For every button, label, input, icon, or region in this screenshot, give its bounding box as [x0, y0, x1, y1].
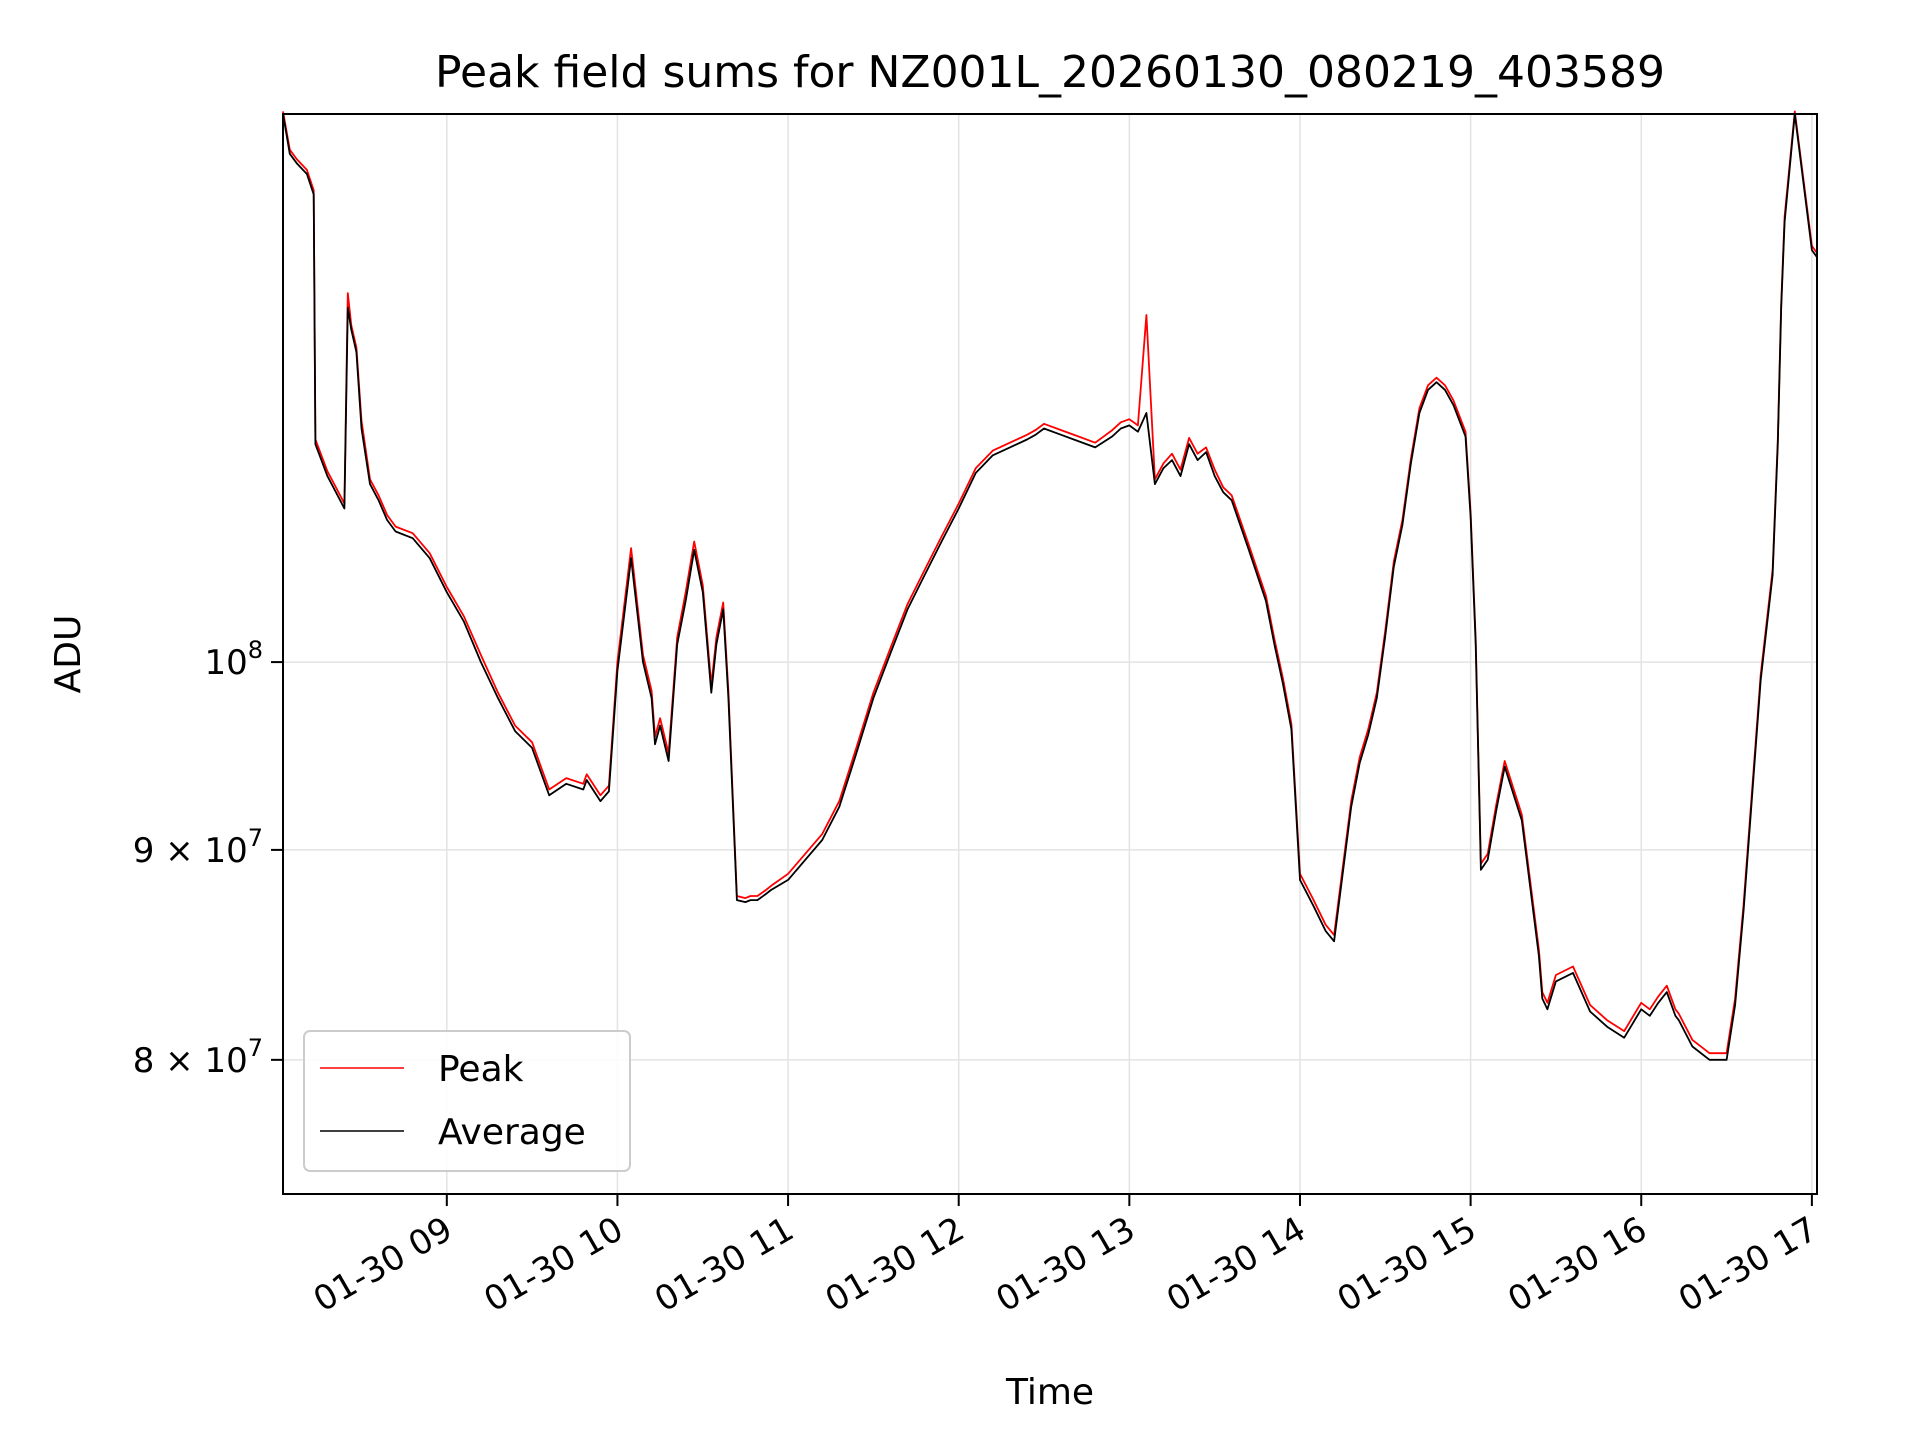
y-axis-label: ADU: [48, 615, 89, 694]
legend-average-label: Average: [438, 1112, 586, 1153]
y-tick-base: 8 × 10: [133, 1041, 248, 1081]
y-tick-base: 10: [204, 643, 247, 683]
legend-box: [303, 1030, 631, 1172]
plot-frame: [282, 113, 1818, 1195]
series-lines: [282, 110, 1818, 1061]
y-tick-base: 9 × 10: [133, 831, 248, 871]
legend: Peak Average: [303, 1030, 631, 1172]
chart-title: Peak field sums for NZ001L_20260130_0802…: [435, 47, 1665, 98]
y-tick-exponent: 8: [248, 636, 263, 664]
average-series-line: [282, 113, 1818, 1061]
peak-series-line: [282, 110, 1818, 1055]
y-tick-label: 9 × 107: [133, 824, 263, 871]
y-tick-label: 8 × 107: [133, 1034, 263, 1081]
y-tick-label: 108: [204, 636, 263, 683]
grid-lines: [283, 114, 1817, 1194]
y-tick-exponent: 7: [248, 824, 263, 852]
y-tick-exponent: 7: [248, 1034, 263, 1062]
x-axis-label: Time: [1005, 1372, 1094, 1413]
legend-peak-label: Peak: [438, 1049, 524, 1090]
